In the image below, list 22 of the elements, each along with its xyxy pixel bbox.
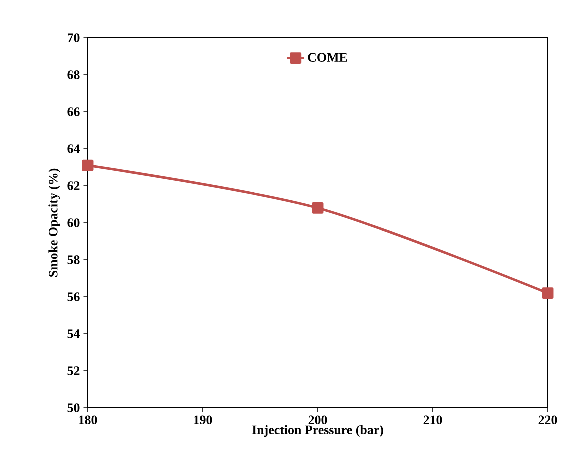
y-tick-label: 68 bbox=[68, 70, 80, 80]
point bbox=[312, 202, 324, 214]
y-tick-label: 50 bbox=[68, 404, 80, 412]
y-tick-label: 58 bbox=[68, 256, 80, 264]
y-tick-label: 62 bbox=[68, 182, 80, 190]
y-tick-label: 64 bbox=[68, 144, 80, 154]
y-tick-label: 60 bbox=[68, 218, 80, 228]
x-tick-label: 180 bbox=[79, 416, 98, 425]
x-tick-label: 220 bbox=[538, 416, 558, 425]
y-axis-title: Smoke Opacity (%) bbox=[48, 168, 60, 277]
x-tick-label: 200 bbox=[308, 416, 328, 425]
legend-label: COME bbox=[308, 53, 348, 62]
y-tick-label: 54 bbox=[68, 330, 80, 338]
y-tick-label: 52 bbox=[68, 366, 80, 376]
y-tick-label: 66 bbox=[68, 108, 80, 116]
y-tick-label: 70 bbox=[68, 34, 80, 42]
x-axis-title: Injection Pressure (bar) bbox=[252, 425, 384, 438]
x-tick-label: 210 bbox=[424, 416, 442, 425]
point bbox=[542, 288, 554, 300]
y-tick-label: 56 bbox=[68, 292, 80, 302]
point bbox=[82, 160, 94, 172]
x-tick-label: 190 bbox=[194, 416, 212, 425]
